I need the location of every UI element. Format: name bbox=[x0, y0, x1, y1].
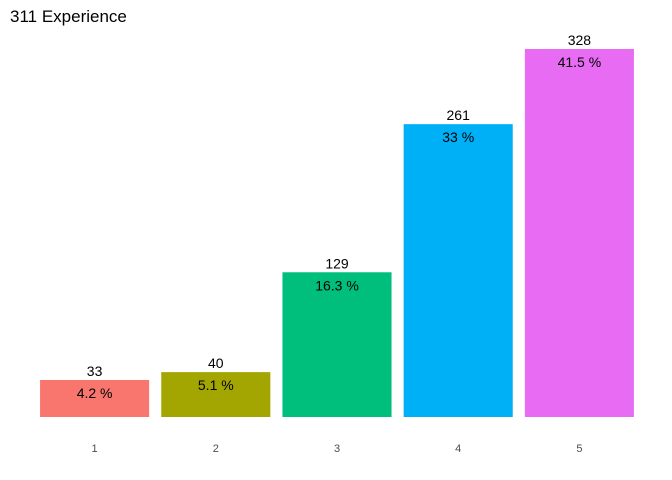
percent-label-1: 4.2 % bbox=[77, 385, 113, 401]
count-label-2: 40 bbox=[208, 355, 224, 371]
labels-group: 33 4.2 % 40 5.1 % 129 16.3 % 261 33 % 328 41.5 % bbox=[77, 32, 602, 401]
count-label-5: 328 bbox=[568, 32, 592, 48]
x-tick-label-3: 3 bbox=[334, 443, 340, 455]
bar-2 bbox=[161, 372, 271, 417]
chart-title: 311 Experience bbox=[10, 7, 127, 26]
bar-3 bbox=[282, 272, 392, 417]
x-tick-label-4: 4 bbox=[455, 443, 461, 455]
percent-label-4: 33 % bbox=[442, 129, 474, 145]
bars-group bbox=[40, 49, 634, 418]
percent-label-3: 16.3 % bbox=[315, 277, 359, 293]
count-label-1: 33 bbox=[87, 363, 103, 379]
bar-4 bbox=[403, 124, 513, 418]
x-tick-label-1: 1 bbox=[92, 443, 98, 455]
bar-1 bbox=[40, 379, 150, 417]
percent-label-5: 41.5 % bbox=[558, 54, 602, 70]
x-tick-label-5: 5 bbox=[576, 443, 582, 455]
count-label-3: 129 bbox=[325, 255, 349, 271]
percent-label-2: 5.1 % bbox=[198, 377, 234, 393]
x-tick-label-2: 2 bbox=[213, 443, 219, 455]
bar-5 bbox=[524, 49, 634, 417]
count-label-4: 261 bbox=[447, 107, 471, 123]
x-axis-ticks: 1 2 3 4 5 bbox=[92, 443, 583, 455]
